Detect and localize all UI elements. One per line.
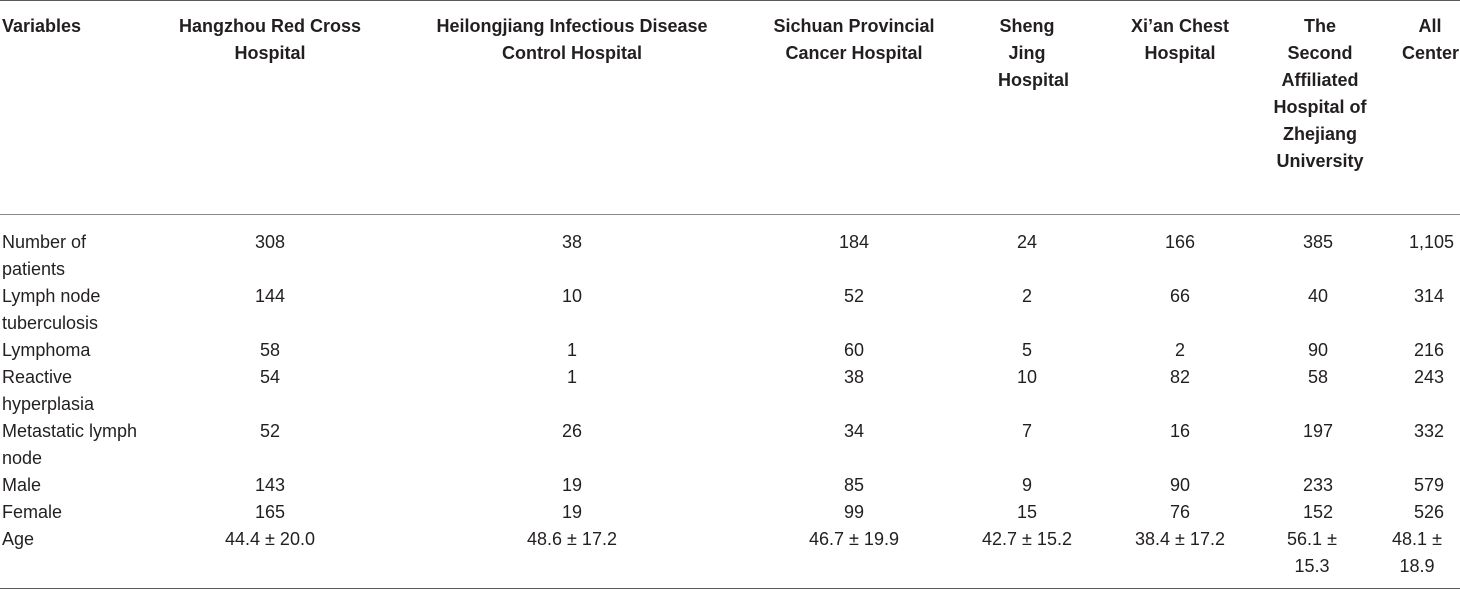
column-header-shengjing: Sheng Jing Hospital [952, 0, 1102, 215]
column-header-hangzhou: Hangzhou Red Cross Hospital [152, 0, 388, 215]
table-cell: 85 [843, 475, 865, 495]
table-cell: 58 [259, 340, 281, 360]
table-cell: 9 [1021, 475, 1032, 495]
table-cell: 90 [1307, 340, 1329, 360]
table-cell: 54 [259, 367, 281, 387]
table-cell: 2 [1021, 286, 1032, 306]
table-cell: 2 [1174, 340, 1185, 360]
table-row: Age 44.4 ± 20.0 48.6 ± 17.2 46.7 ± 19.9 … [0, 526, 1460, 589]
row-label: Male [2, 475, 42, 495]
row-label: Metastatic lymph node [2, 421, 138, 468]
table-cell: 42.7 ± 15.2 [952, 526, 1102, 589]
table-cell: 15 [1016, 502, 1038, 522]
row-label: Age [0, 526, 152, 589]
row-label: Number of patients [2, 232, 87, 279]
table-cell: 48.1 ± 18.9 [1378, 526, 1460, 589]
table-cell: 58 [1307, 367, 1329, 387]
table-cell: 38 [561, 232, 583, 252]
table-cell: 332 [1413, 421, 1444, 441]
table-row: Metastatic lymph node 52 26 34 7 16 197 … [0, 418, 1460, 472]
column-header-variables: Variables [0, 0, 152, 215]
table-cell: 144 [254, 286, 286, 306]
row-label: Lymph node tuberculosis [2, 286, 101, 333]
table-cell: 26 [561, 421, 583, 441]
table-cell: 1 [566, 367, 577, 387]
table-cell: 143 [254, 475, 286, 495]
table-cell: 1,105 [1408, 232, 1454, 252]
table-cell: 40 [1307, 286, 1329, 306]
table-row: Male 143 19 85 9 90 233 579 [0, 472, 1460, 499]
table-row: Lymph node tuberculosis 144 10 52 2 66 4… [0, 283, 1460, 337]
table-cell: 385 [1302, 232, 1334, 252]
table-cell: 52 [259, 421, 281, 441]
row-label: Female [2, 502, 63, 522]
table-cell: 233 [1302, 475, 1334, 495]
table-cell: 56.1 ± 15.3 [1258, 526, 1378, 589]
column-header-xian: Xi’an Chest Hospital [1102, 0, 1258, 215]
table-cell: 82 [1169, 367, 1191, 387]
table-cell: 197 [1302, 421, 1334, 441]
column-header-all-center: All Center [1378, 0, 1460, 215]
header-row: Variables Hangzhou Red Cross Hospital He… [0, 0, 1460, 215]
table-cell: 19 [561, 502, 583, 522]
table-cell: 46.7 ± 19.9 [756, 526, 952, 589]
table-cell: 16 [1169, 421, 1191, 441]
table-cell: 10 [1016, 367, 1038, 387]
table-row: Lymphoma 58 1 60 5 2 90 216 [0, 337, 1460, 364]
table-cell: 19 [561, 475, 583, 495]
table-cell: 52 [843, 286, 865, 306]
table-cell: 166 [1164, 232, 1196, 252]
table-cell: 243 [1413, 367, 1444, 387]
table-cell: 66 [1169, 286, 1191, 306]
table-cell: 38.4 ± 17.2 [1102, 526, 1258, 589]
column-header-heilongjiang: Heilongjiang Infectious Disease Control … [388, 0, 756, 215]
table-cell: 314 [1413, 286, 1444, 306]
table-cell: 10 [561, 286, 583, 306]
table-cell: 184 [838, 232, 870, 252]
table-cell: 90 [1169, 475, 1191, 495]
table-cell: 99 [843, 502, 865, 522]
row-label: Lymphoma [2, 340, 91, 360]
table-row: Female 165 19 99 15 76 152 526 [0, 499, 1460, 526]
row-label: Reactive hyperplasia [2, 367, 95, 414]
table-row: Number of patients 308 38 184 24 166 385… [0, 215, 1460, 284]
column-header-zhejiang: The Second Affiliated Hospital of Zhejia… [1258, 0, 1378, 215]
table-cell: 216 [1413, 340, 1444, 360]
table-cell: 579 [1413, 475, 1444, 495]
table-cell: 48.6 ± 17.2 [388, 526, 756, 589]
column-header-sichuan: Sichuan Provincial Cancer Hospital [756, 0, 952, 215]
table-cell: 152 [1302, 502, 1334, 522]
table-cell: 38 [843, 367, 865, 387]
table-cell: 165 [254, 502, 286, 522]
table-cell: 44.4 ± 20.0 [152, 526, 388, 589]
table-cell: 1 [566, 340, 577, 360]
table-cell: 60 [843, 340, 865, 360]
table-row: Reactive hyperplasia 54 1 38 10 82 58 24… [0, 364, 1460, 418]
table-cell: 526 [1413, 502, 1444, 522]
table-cell: 76 [1169, 502, 1191, 522]
table-cell: 7 [1021, 421, 1032, 441]
table-cell: 24 [1016, 232, 1038, 252]
table-cell: 5 [1021, 340, 1032, 360]
table-cell: 34 [843, 421, 865, 441]
table-cell: 308 [254, 232, 286, 252]
